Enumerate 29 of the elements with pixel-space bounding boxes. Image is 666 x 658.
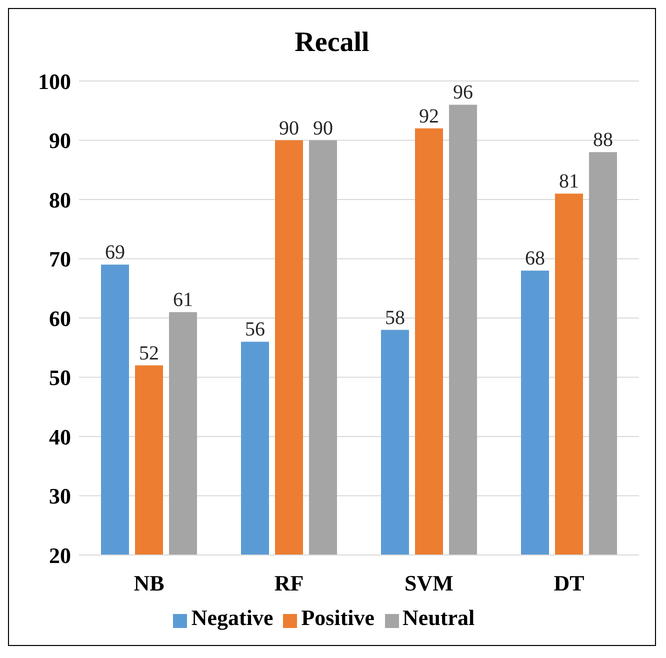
- y-tick-label: 40: [49, 424, 71, 450]
- y-tick-label: 20: [49, 542, 71, 568]
- data-label: 90: [279, 117, 299, 140]
- data-label: 96: [453, 82, 473, 104]
- x-tick-label: SVM: [404, 570, 454, 596]
- y-tick-label: 60: [49, 306, 71, 331]
- data-label: 69: [105, 242, 125, 264]
- data-label: 68: [525, 248, 545, 270]
- y-tick-label: 80: [49, 187, 71, 212]
- legend-label: Neutral: [402, 605, 475, 630]
- data-label: 88: [593, 129, 613, 152]
- data-label: 92: [419, 105, 439, 128]
- y-tick-label: 100: [38, 68, 71, 94]
- y-tick-label: 90: [49, 128, 71, 154]
- data-label: 81: [559, 170, 579, 193]
- x-tick-label: NB: [134, 570, 165, 596]
- y-tick-label: 50: [49, 365, 71, 390]
- data-label: 52: [139, 342, 159, 364]
- x-tick-label: DT: [554, 570, 585, 596]
- data-label: 90: [313, 117, 333, 140]
- chart-title: Recall: [294, 27, 370, 60]
- y-tick-label: 70: [49, 246, 71, 272]
- legend-label: Positive: [301, 605, 375, 630]
- data-label: 58: [385, 306, 405, 329]
- y-tick-label: 30: [49, 484, 71, 509]
- data-label: 56: [245, 318, 265, 341]
- legend-label: Negative: [191, 605, 274, 630]
- data-label: 61: [173, 289, 193, 312]
- x-tick-label: RF: [274, 570, 304, 596]
